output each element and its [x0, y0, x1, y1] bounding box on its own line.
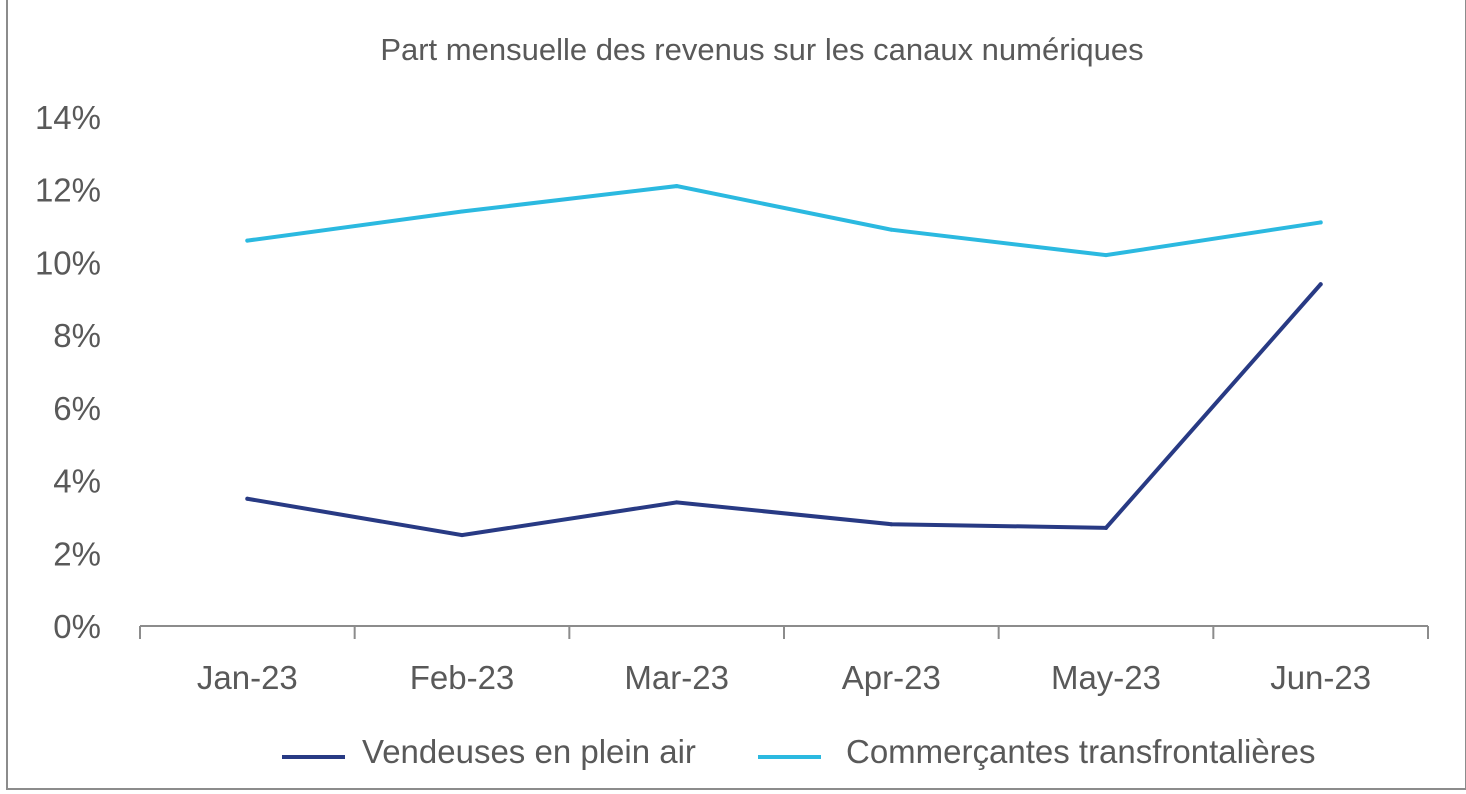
x-tick-label: May-23 [1051, 659, 1161, 696]
legend: Vendeuses en plein air Commerçantes tran… [282, 733, 1316, 770]
data-point [889, 522, 894, 527]
data-point [1318, 282, 1323, 287]
data-point [1318, 220, 1323, 225]
y-tick-label: 2% [53, 535, 101, 572]
data-point [460, 533, 464, 538]
series-line-1 [245, 184, 1323, 258]
y-tick-label: 6% [53, 390, 101, 427]
y-axis: 0% 2% 4% 6% 8% 10% 12% 14% [35, 99, 101, 645]
data-point [245, 238, 250, 243]
series-line-0 [245, 282, 1323, 538]
data-point [889, 227, 894, 232]
y-tick-label: 0% [53, 608, 101, 645]
y-tick-label: 12% [35, 172, 101, 209]
x-tick-label: Jun-23 [1270, 659, 1371, 696]
data-point [460, 209, 464, 214]
x-tick-label: Mar-23 [624, 659, 729, 696]
legend-label-vendeuses: Vendeuses en plein air [362, 733, 696, 770]
x-axis [139, 625, 1429, 639]
y-tick-label: 10% [35, 244, 101, 281]
legend-label-commercantes: Commerçantes transfrontalières [846, 733, 1316, 770]
data-point [1104, 525, 1108, 530]
data-point [674, 500, 679, 505]
x-tick-labels: Jan-23 Feb-23 Mar-23 Apr-23 May-23 Jun-23 [197, 659, 1371, 696]
data-point [245, 496, 250, 501]
x-tick-label: Jan-23 [197, 659, 298, 696]
chart-title: Part mensuelle des revenus sur les canau… [380, 32, 1143, 67]
x-tick-label: Feb-23 [410, 659, 515, 696]
data-point [674, 184, 679, 189]
y-tick-label: 4% [53, 463, 101, 500]
series-lines [245, 184, 1323, 538]
y-tick-label: 14% [35, 99, 101, 136]
x-tick-label: Apr-23 [842, 659, 941, 696]
y-tick-label: 8% [53, 317, 101, 354]
data-point [1104, 253, 1108, 258]
